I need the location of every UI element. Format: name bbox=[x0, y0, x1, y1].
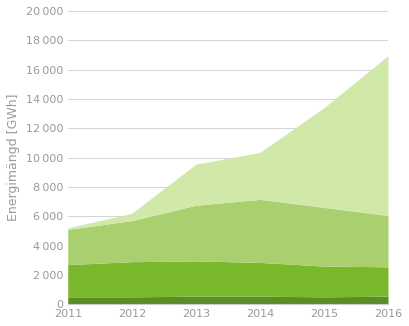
Y-axis label: Energimängd [GWh]: Energimängd [GWh] bbox=[7, 94, 20, 221]
